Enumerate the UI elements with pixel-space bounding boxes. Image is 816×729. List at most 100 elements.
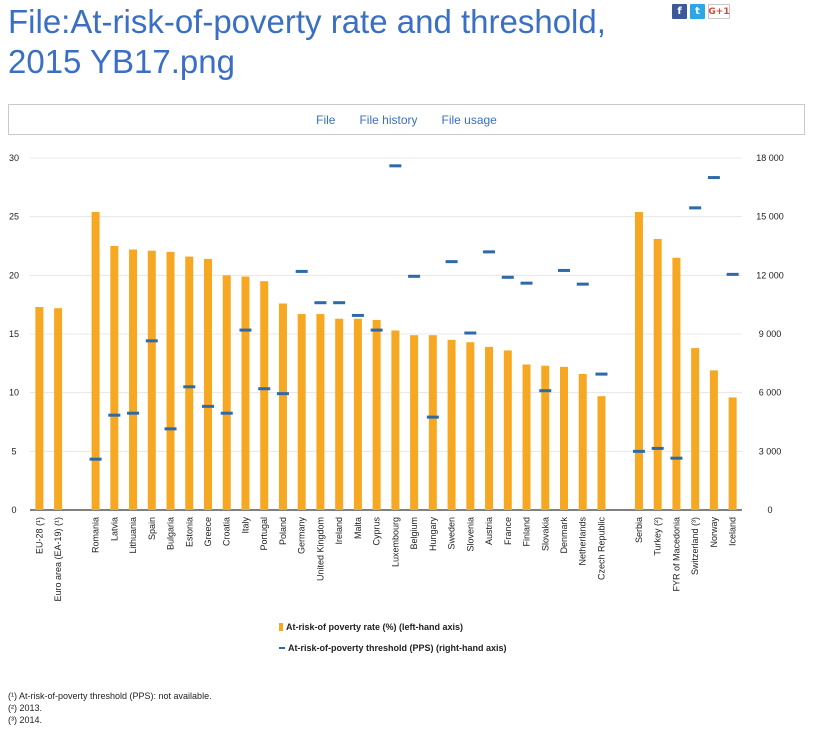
rate-bar	[110, 246, 119, 510]
category-label: Malta	[353, 517, 363, 539]
footnote: (¹) At-risk-of-poverty threshold (PPS): …	[8, 691, 212, 701]
category-label: Netherlands	[578, 517, 588, 566]
rate-bar	[335, 318, 344, 510]
rate-bar	[653, 238, 662, 510]
category-label: Belgium	[409, 517, 419, 550]
footnote: (²) 2013.	[8, 703, 43, 713]
left-tick-label: 15	[9, 329, 19, 339]
twitter-icon[interactable]: t	[690, 4, 705, 19]
rate-bar	[372, 319, 381, 510]
right-tick-label: 0	[767, 505, 772, 515]
rate-bar	[728, 397, 737, 510]
left-tick-label: 20	[9, 270, 19, 280]
rate-bar	[560, 366, 568, 510]
category-label: Greece	[203, 517, 213, 547]
file-tab-bar: File File history File usage	[8, 104, 805, 135]
category-label: Ireland	[334, 517, 344, 545]
tab-file-history[interactable]: File history	[359, 113, 418, 127]
category-label: United Kingdom	[315, 517, 325, 581]
rate-bar	[204, 258, 212, 510]
category-label: Slovenia	[465, 517, 475, 552]
category-label: EU-28 (¹)	[34, 517, 44, 554]
category-label: Iceland	[728, 517, 738, 546]
social-share-bar: f t G+1	[672, 4, 730, 19]
rate-bar	[260, 281, 269, 510]
rate-bar	[353, 318, 362, 510]
rate-bar	[147, 250, 156, 510]
rate-bar	[597, 396, 606, 510]
footnote: (³) 2014.	[8, 715, 43, 725]
category-label: Czech Republic	[596, 517, 606, 581]
rate-bar	[428, 335, 437, 510]
legend-label-rate: At-risk-of poverty rate (%) (left-hand a…	[286, 622, 464, 632]
rate-bar	[466, 342, 475, 510]
rate-bar	[672, 257, 681, 510]
rate-bar	[278, 303, 287, 510]
legend-bar-swatch	[279, 623, 283, 631]
rate-bar	[522, 364, 531, 510]
footnotes: (¹) At-risk-of-poverty threshold (PPS): …	[8, 690, 212, 726]
category-label: Poland	[278, 517, 288, 545]
tab-file-usage[interactable]: File usage	[441, 113, 497, 127]
category-label: Cyprus	[372, 517, 382, 546]
category-label: Italy	[240, 517, 250, 534]
rate-bar	[222, 275, 231, 510]
category-label: Finland	[522, 517, 532, 547]
category-label: Slovakia	[540, 517, 550, 551]
left-tick-label: 30	[9, 153, 19, 163]
category-label: Turkey (²)	[653, 517, 663, 556]
rate-bar	[297, 314, 306, 510]
category-label: Austria	[484, 517, 494, 545]
category-label: Latvia	[109, 517, 119, 541]
rate-bar	[35, 307, 44, 510]
rate-bar	[410, 335, 419, 510]
page-title: File:At-risk-of-poverty rate and thresho…	[8, 3, 606, 80]
rate-bar	[485, 346, 494, 510]
legend-item-rate: At-risk-of poverty rate (%) (left-hand a…	[279, 622, 463, 632]
facebook-icon[interactable]: f	[672, 4, 687, 19]
category-label: Hungary	[428, 517, 438, 552]
rate-bar	[166, 251, 175, 510]
rate-bar	[185, 256, 194, 510]
poverty-chart: 0 0 5 3 000 10 6 000 15 9 000 20 12 000 25 15 000 30…	[9, 153, 784, 602]
right-tick-label: 9 000	[759, 329, 782, 339]
category-label: Spain	[147, 517, 157, 540]
right-tick-label: 6 000	[759, 388, 782, 398]
left-tick-label: 25	[9, 212, 19, 222]
left-tick-label: 0	[11, 505, 16, 515]
category-label: Portugal	[259, 517, 269, 551]
tab-file[interactable]: File	[316, 113, 336, 127]
left-tick-label: 5	[11, 446, 16, 456]
rate-bar	[91, 211, 100, 510]
rate-bar	[578, 373, 587, 510]
category-label: Denmark	[559, 517, 569, 554]
rate-bar	[241, 276, 250, 510]
category-label: Switzerland (³)	[690, 517, 700, 575]
category-label: Lithuania	[128, 517, 138, 554]
category-label: Sweden	[447, 517, 457, 550]
rate-bar	[634, 211, 643, 510]
category-label: Estonia	[184, 517, 194, 547]
category-label: FYR of Macedonia	[671, 517, 681, 592]
rate-bar	[447, 339, 456, 510]
legend-label-threshold: At-risk-of-poverty threshold (PPS) (righ…	[288, 643, 507, 653]
rate-bar	[541, 365, 550, 510]
category-label: Serbia	[634, 517, 644, 543]
legend-dash-swatch	[279, 647, 285, 649]
right-tick-label: 15 000	[756, 212, 784, 222]
category-label: France	[503, 517, 513, 545]
right-tick-label: 12 000	[756, 270, 784, 280]
rate-bar	[709, 370, 718, 510]
category-label: Euro area (EA-19) (¹)	[53, 517, 63, 602]
category-label: Bulgaria	[166, 517, 176, 550]
category-label: Croatia	[222, 517, 232, 546]
category-label: Romania	[91, 517, 101, 553]
rate-bar	[503, 350, 512, 510]
rate-bar	[129, 249, 138, 510]
rate-bar	[54, 308, 63, 510]
category-label: Norway	[709, 517, 719, 548]
rate-bar	[691, 348, 700, 510]
rate-bar	[316, 314, 325, 510]
legend-item-threshold: At-risk-of-poverty threshold (PPS) (righ…	[279, 643, 507, 653]
google-plus-icon[interactable]: G+1	[708, 4, 730, 19]
